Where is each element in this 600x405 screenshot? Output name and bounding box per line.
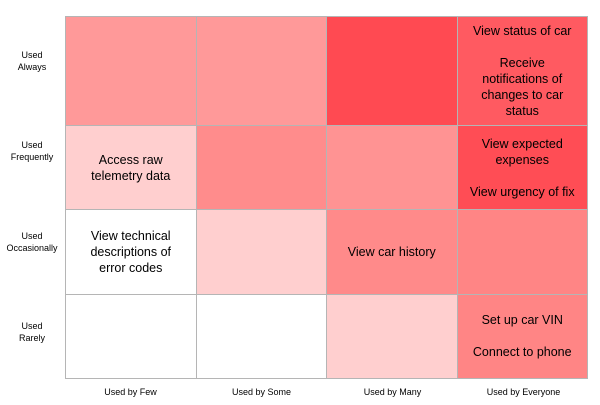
feature-label: View status of car (473, 24, 572, 38)
matrix-cell (66, 294, 197, 379)
feature-label: Set up car VIN (481, 313, 563, 328)
matrix-cell: Set up car VIN Connect to phone (457, 294, 588, 379)
matrix-cell (196, 126, 327, 211)
matrix-cell (327, 126, 458, 211)
matrix-cell (327, 17, 458, 126)
matrix-cell (457, 210, 588, 295)
column-label: Used by Everyone (486, 387, 561, 397)
matrix-cell (66, 17, 197, 126)
column-label: Used by Many (363, 387, 422, 397)
row-label-line: Used (21, 231, 43, 241)
row-label: Used Frequently (0, 139, 64, 163)
feature-label: Receive notifications of changes to car … (481, 56, 564, 118)
matrix-cell: Access raw telemetry data (66, 126, 197, 211)
feature-label: View expected expenses (481, 136, 563, 167)
usage-matrix: View status of car Receive notifications … (65, 16, 588, 379)
row-label: Used Occasionally (0, 230, 64, 254)
matrix-cell: View expected expenses View urgency of fi… (457, 126, 588, 211)
row-label-line: Used (21, 321, 43, 331)
row-label-line: Occasionally (6, 243, 58, 253)
row-label: Used Rarely (0, 320, 64, 344)
matrix-cell: View technical descriptions of error cod… (66, 210, 197, 295)
row-label-line: Used (21, 140, 43, 150)
row-label-line: Always (17, 62, 47, 72)
feature-label: Access raw telemetry data (91, 152, 171, 183)
row-label: Used Always (0, 49, 64, 73)
row-label-line: Frequently (10, 152, 54, 162)
matrix-cell (196, 294, 327, 379)
feature-label: Connect to phone (472, 345, 572, 360)
feature-label: View technical descriptions of error cod… (90, 228, 172, 275)
matrix-cell (327, 294, 458, 379)
row-label-line: Rarely (18, 333, 45, 343)
feature-label: View urgency of fix (469, 184, 575, 199)
feature-label: View car history (347, 244, 436, 259)
matrix-cell (196, 210, 327, 295)
column-label: Used by Some (231, 387, 292, 397)
matrix-cell: View car history (327, 210, 458, 295)
column-label: Used by Few (104, 387, 157, 397)
matrix-cell (196, 17, 327, 126)
matrix-cell: View status of car Receive notifications … (457, 17, 588, 126)
row-label-line: Used (21, 50, 43, 60)
